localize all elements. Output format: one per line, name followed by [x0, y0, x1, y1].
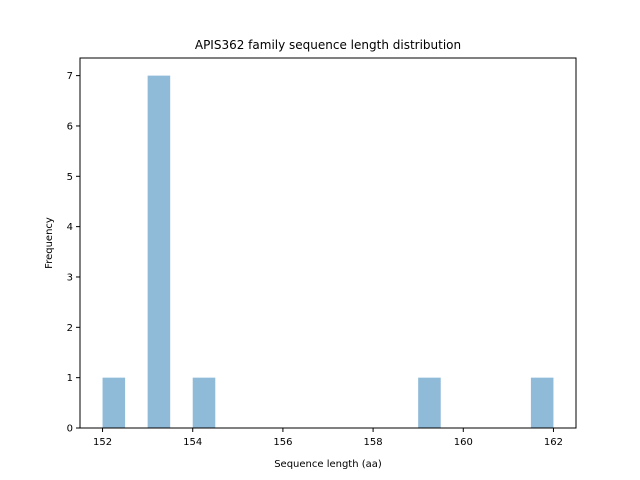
histogram-bar	[147, 75, 171, 428]
y-axis-label: Frequency	[44, 217, 55, 269]
y-tick-label: 6	[67, 121, 73, 132]
y-tick-label: 2	[67, 323, 73, 334]
x-axis-label: Sequence length (aa)	[274, 459, 382, 470]
histogram-bar	[102, 377, 126, 428]
x-tick-label: 156	[273, 437, 292, 448]
x-tick-label: 158	[364, 437, 383, 448]
histogram-bar	[192, 377, 216, 428]
x-tick-label: 152	[93, 437, 112, 448]
bars-group	[102, 75, 554, 428]
x-axis-ticks: 152 154 156 158 160 162	[93, 428, 563, 448]
y-tick-label: 1	[67, 373, 73, 384]
histogram-bar	[418, 377, 441, 428]
chart-title: APIS362 family sequence length distribut…	[195, 38, 461, 52]
x-tick-label: 162	[544, 437, 563, 448]
histogram-bar	[530, 377, 554, 428]
y-tick-label: 4	[67, 222, 73, 233]
y-tick-label: 3	[67, 272, 73, 283]
y-axis-ticks: 0 1 2 3 4 5 6 7	[67, 71, 80, 435]
x-tick-label: 160	[454, 437, 473, 448]
y-tick-label: 7	[67, 71, 73, 82]
y-tick-label: 5	[67, 172, 73, 183]
plot-frame	[79, 57, 577, 429]
x-tick-label: 154	[183, 437, 202, 448]
y-tick-label: 0	[67, 424, 73, 435]
